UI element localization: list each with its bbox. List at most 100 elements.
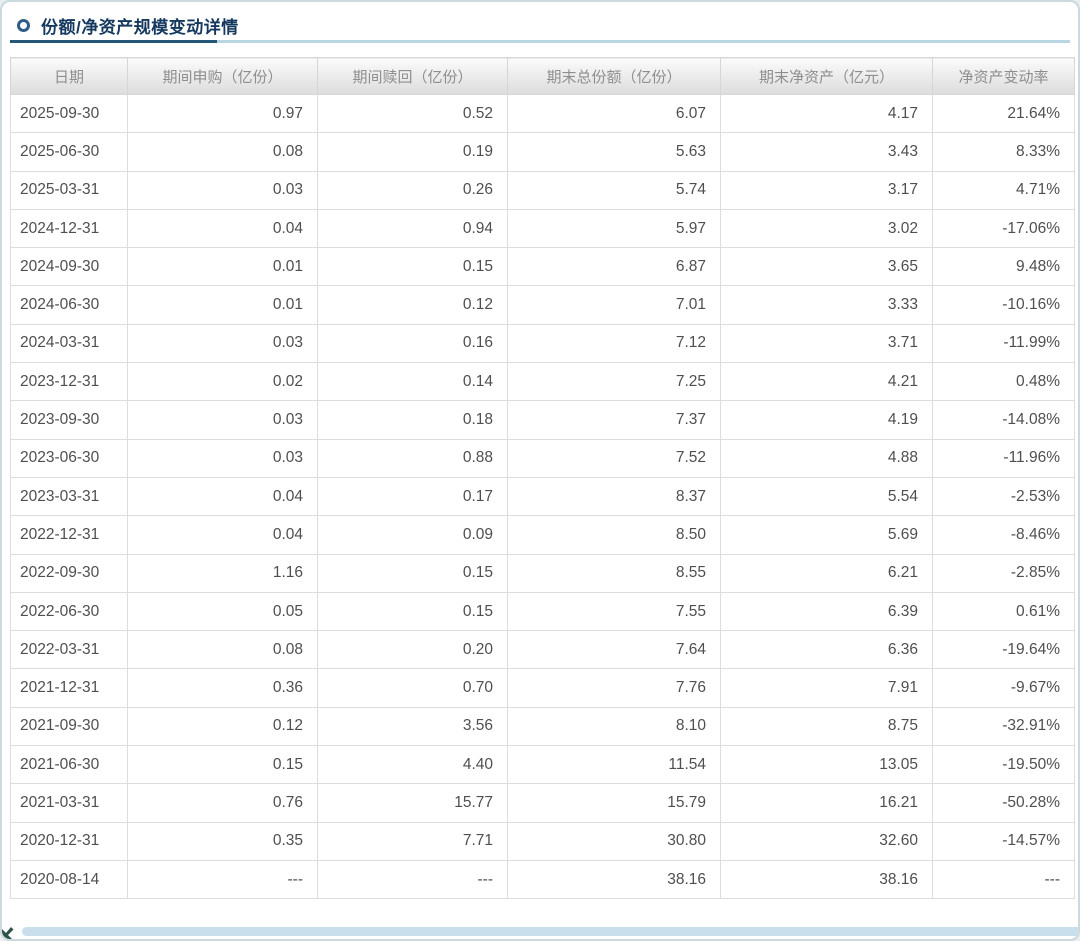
table-row: 2023-03-31 0.04 0.17 8.37 5.54 -2.53%	[10, 476, 1075, 517]
value-cell: 30.80	[507, 821, 721, 861]
value-cell: 0.97	[127, 93, 318, 134]
value-cell: -19.64%	[932, 630, 1075, 670]
date-cell: 2021-09-30	[10, 706, 128, 747]
column-header: 期间申购（亿份）	[127, 57, 318, 95]
value-cell: 3.33	[720, 285, 933, 325]
value-cell: 7.25	[507, 362, 721, 402]
section-underline	[10, 40, 1070, 43]
date-cell: 2025-06-30	[10, 132, 128, 172]
date-cell: 2022-03-31	[10, 630, 128, 670]
value-cell: 0.16	[317, 323, 508, 364]
date-cell: 2025-03-31	[10, 170, 128, 210]
value-cell: 0.19	[317, 132, 508, 172]
value-cell: 15.79	[507, 783, 721, 823]
value-cell: 7.37	[507, 400, 721, 440]
value-cell: 3.43	[720, 132, 933, 172]
value-cell: 13.05	[720, 745, 933, 785]
value-cell: -11.96%	[932, 438, 1075, 478]
table-row: 2025-09-30 0.97 0.52 6.07 4.17 21.64%	[10, 93, 1075, 134]
date-cell: 2020-08-14	[10, 859, 128, 900]
value-cell: 38.16	[720, 859, 933, 900]
value-cell: 5.97	[507, 208, 721, 249]
value-cell: 0.03	[127, 438, 318, 478]
value-cell: 5.54	[720, 476, 933, 517]
value-cell: 32.60	[720, 821, 933, 861]
date-cell: 2024-06-30	[10, 285, 128, 325]
value-cell: 6.39	[720, 591, 933, 632]
table-row: 2021-12-31 0.36 0.70 7.76 7.91 -9.67%	[10, 668, 1075, 708]
value-cell: 0.76	[127, 783, 318, 823]
value-cell: -10.16%	[932, 285, 1075, 325]
value-cell: 0.01	[127, 285, 318, 325]
value-cell: 0.05	[127, 591, 318, 632]
date-cell: 2022-12-31	[10, 515, 128, 555]
value-cell: -2.53%	[932, 476, 1075, 517]
value-cell: 6.87	[507, 247, 721, 287]
table-row: 2024-06-30 0.01 0.12 7.01 3.33 -10.16%	[10, 285, 1075, 325]
value-cell: 7.91	[720, 668, 933, 708]
table-row: 2022-12-31 0.04 0.09 8.50 5.69 -8.46%	[10, 515, 1075, 555]
value-cell: 0.94	[317, 208, 508, 249]
value-cell: ---	[932, 859, 1075, 900]
value-cell: 5.74	[507, 170, 721, 210]
value-cell: 38.16	[507, 859, 721, 900]
column-header: 期末总份额（亿份）	[507, 57, 721, 95]
value-cell: -11.99%	[932, 323, 1075, 364]
value-cell: 0.15	[317, 591, 508, 632]
value-cell: -19.50%	[932, 745, 1075, 785]
value-cell: 6.36	[720, 630, 933, 670]
value-cell: 3.71	[720, 323, 933, 364]
table-row: 2023-09-30 0.03 0.18 7.37 4.19 -14.08%	[10, 400, 1075, 440]
value-cell: 11.54	[507, 745, 721, 785]
value-cell: 15.77	[317, 783, 508, 823]
value-cell: 0.12	[317, 285, 508, 325]
table-row: 2022-09-30 1.16 0.15 8.55 6.21 -2.85%	[10, 553, 1075, 593]
value-cell: -2.85%	[932, 553, 1075, 593]
value-cell: -9.67%	[932, 668, 1075, 708]
column-header: 净资产变动率	[932, 57, 1075, 95]
table-row: 2024-03-31 0.03 0.16 7.12 3.71 -11.99%	[10, 323, 1075, 364]
value-cell: -8.46%	[932, 515, 1075, 555]
value-cell: 0.61%	[932, 591, 1075, 632]
value-cell: 7.01	[507, 285, 721, 325]
value-cell: 0.03	[127, 400, 318, 440]
value-cell: 0.03	[127, 170, 318, 210]
value-cell: ---	[317, 859, 508, 900]
date-cell: 2023-06-30	[10, 438, 128, 478]
horizontal-scrollbar[interactable]	[22, 927, 1078, 936]
table-row: 2024-09-30 0.01 0.15 6.87 3.65 9.48%	[10, 247, 1075, 287]
section-header: 份额/净资产规模变动详情	[2, 2, 1078, 37]
value-cell: 7.12	[507, 323, 721, 364]
value-cell: 8.75	[720, 706, 933, 747]
value-cell: 0.01	[127, 247, 318, 287]
value-cell: 0.48%	[932, 362, 1075, 402]
value-cell: 0.35	[127, 821, 318, 861]
value-cell: 0.14	[317, 362, 508, 402]
table-row: 2023-06-30 0.03 0.88 7.52 4.88 -11.96%	[10, 438, 1075, 478]
table-body: 2025-09-30 0.97 0.52 6.07 4.17 21.64% 2025-06-…	[10, 93, 1075, 900]
section-title: 份额/净资产规模变动详情	[41, 17, 239, 37]
date-cell: 2024-12-31	[10, 208, 128, 249]
value-cell: 0.03	[127, 323, 318, 364]
value-cell: 3.17	[720, 170, 933, 210]
table-row: 2025-03-31 0.03 0.26 5.74 3.17 4.71%	[10, 170, 1075, 210]
scale-change-table: 日期 期间申购（亿份） 期间赎回（亿份） 期末总份额（亿份） 期末净资产（亿元） 净资产变…	[10, 57, 1075, 900]
value-cell: 3.65	[720, 247, 933, 287]
date-cell: 2021-06-30	[10, 745, 128, 785]
date-cell: 2025-09-30	[10, 93, 128, 134]
date-cell: 2021-12-31	[10, 668, 128, 708]
table-container: 日期 期间申购（亿份） 期间赎回（亿份） 期末总份额（亿份） 期末净资产（亿元） 净资产变…	[10, 57, 1075, 900]
value-cell: 0.04	[127, 515, 318, 555]
value-cell: -14.08%	[932, 400, 1075, 440]
value-cell: 8.33%	[932, 132, 1075, 172]
value-cell: 21.64%	[932, 93, 1075, 134]
value-cell: 0.26	[317, 170, 508, 210]
date-cell: 2024-09-30	[10, 247, 128, 287]
value-cell: -32.91%	[932, 706, 1075, 747]
table-row: 2023-12-31 0.02 0.14 7.25 4.21 0.48%	[10, 362, 1075, 402]
value-cell: 4.40	[317, 745, 508, 785]
section-underline-active	[10, 40, 217, 43]
value-cell: 7.52	[507, 438, 721, 478]
value-cell: 1.16	[127, 553, 318, 593]
table-row: 2022-06-30 0.05 0.15 7.55 6.39 0.61%	[10, 591, 1075, 632]
